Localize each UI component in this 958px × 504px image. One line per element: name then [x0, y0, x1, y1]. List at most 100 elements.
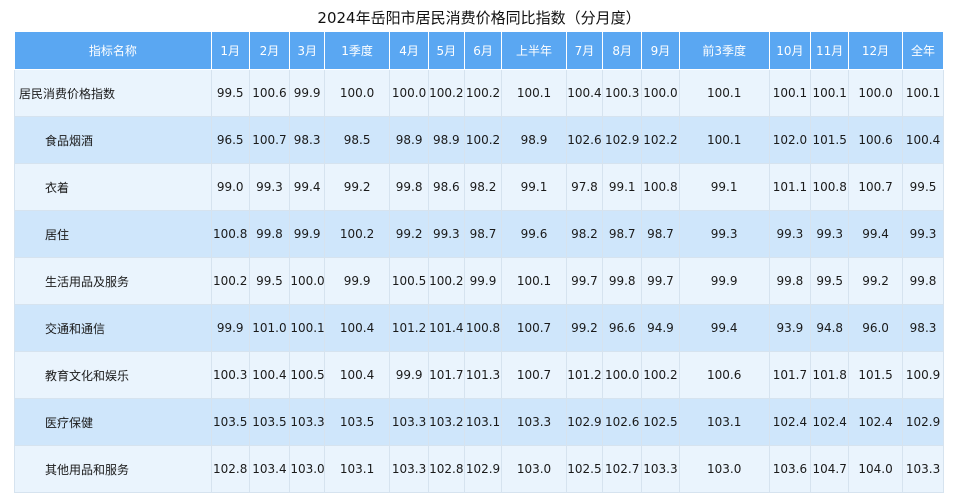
table-cell-value: 101.4	[427, 304, 465, 352]
table-cell-value: 102.5	[641, 398, 680, 446]
table-cell-value: 96.0	[848, 304, 904, 352]
table-cell-value: 99.9	[678, 257, 770, 305]
table-cell-value: 99.9	[463, 257, 503, 305]
table-cell-value: 102.6	[602, 398, 643, 446]
table-cell-value: 99.5	[248, 257, 291, 305]
table-cell-value: 100.1	[810, 69, 850, 117]
row-indicator-name: 其他用品和服务	[14, 445, 212, 493]
table-cell-value: 100.4	[323, 304, 391, 352]
table-cell-value: 102.0	[768, 116, 812, 164]
table-cell-value: 100.1	[289, 304, 325, 352]
cpi-table: 指标名称 1月 2月 3月 1季度 4月 5月 6月 上半年 7月 8月 9月 前3季度 10月 11月 12…	[14, 31, 944, 493]
table-cell-value: 102.8	[210, 445, 250, 493]
table-cell-value: 100.0	[602, 351, 643, 399]
table-cell-value: 98.7	[602, 210, 643, 258]
table-row: 其他用品和服务 102.8 103.4 103.0 103.1 103.3 102.8 102…	[14, 445, 944, 493]
table-cell-value: 99.2	[565, 304, 604, 352]
table-cell-value: 102.6	[565, 116, 604, 164]
table-cell-value: 100.1	[902, 69, 944, 117]
table-row: 衣着 99.0 99.3 99.4 99.2 99.8 98.6 98.2 99.1 97.8 99…	[14, 163, 944, 211]
table-row: 食品烟酒 96.5 100.7 98.3 98.5 98.9 98.9 100.2 98.9 10…	[14, 116, 944, 164]
table-cell-value: 102.4	[848, 398, 904, 446]
table-cell-value: 99.1	[678, 163, 770, 211]
table-body: 居民消费价格指数 99.5 100.6 99.9 100.0 100.0 100.2 100.…	[14, 69, 944, 493]
table-cell-value: 99.8	[768, 257, 812, 305]
table-cell-value: 98.5	[323, 116, 391, 164]
table-cell-value: 100.4	[902, 116, 944, 164]
table-cell-value: 99.5	[902, 163, 944, 211]
table-cell-value: 99.3	[678, 210, 770, 258]
table-cell-value: 102.4	[768, 398, 812, 446]
table-cell-value: 100.1	[678, 69, 770, 117]
table-cell-value: 103.5	[248, 398, 291, 446]
column-header: 8月	[602, 31, 643, 70]
table-cell-value: 99.6	[501, 210, 567, 258]
table-cell-value: 101.2	[565, 351, 604, 399]
table-cell-value: 99.9	[289, 210, 325, 258]
table-cell-value: 99.8	[389, 163, 429, 211]
table-cell-value: 100.7	[501, 351, 567, 399]
table-cell-value: 100.7	[501, 304, 567, 352]
table-cell-value: 99.4	[678, 304, 770, 352]
table-cell-value: 99.4	[848, 210, 904, 258]
table-cell-value: 100.0	[848, 69, 904, 117]
table-cell-value: 103.1	[323, 445, 391, 493]
table-cell-value: 100.0	[289, 257, 325, 305]
table-cell-value: 100.9	[902, 351, 944, 399]
table-cell-value: 103.2	[427, 398, 465, 446]
table-cell-value: 100.2	[641, 351, 680, 399]
table-cell-value: 100.5	[389, 257, 429, 305]
table-cell-value: 100.4	[248, 351, 291, 399]
table-cell-value: 100.8	[641, 163, 680, 211]
table-cell-value: 103.3	[641, 445, 680, 493]
table-cell-value: 99.9	[323, 257, 391, 305]
table-cell-value: 101.7	[768, 351, 812, 399]
table-cell-value: 99.2	[323, 163, 391, 211]
table-cell-value: 99.3	[902, 210, 944, 258]
table-cell-value: 103.1	[678, 398, 770, 446]
row-indicator-name: 生活用品及服务	[14, 257, 212, 305]
table-cell-value: 100.4	[565, 69, 604, 117]
table-cell-value: 100.3	[210, 351, 250, 399]
table-cell-value: 99.2	[389, 210, 429, 258]
table-cell-value: 103.3	[902, 445, 944, 493]
table-row: 医疗保健 103.5 103.5 103.3 103.5 103.3 103.2 103.1 1…	[14, 398, 944, 446]
column-header: 3月	[289, 31, 325, 70]
table-cell-value: 100.7	[848, 163, 904, 211]
row-indicator-name: 交通和通信	[14, 304, 212, 352]
table-title: 2024年岳阳市居民消费价格同比指数（分月度）	[317, 9, 641, 27]
table-cell-value: 99.9	[389, 351, 429, 399]
column-header: 1月	[210, 31, 250, 70]
table-cell-value: 103.6	[768, 445, 812, 493]
table-cell-value: 100.7	[248, 116, 291, 164]
table-cell-value: 99.8	[248, 210, 291, 258]
column-header: 5月	[427, 31, 465, 70]
row-indicator-name: 食品烟酒	[14, 116, 212, 164]
table-cell-value: 99.3	[248, 163, 291, 211]
table-row: 教育文化和娱乐 100.3 100.4 100.5 100.4 99.9 101.7 101.…	[14, 351, 944, 399]
header-row: 指标名称 1月 2月 3月 1季度 4月 5月 6月 上半年 7月 8月 9月 前3季度 10月 11月 12…	[14, 31, 944, 70]
table-cell-value: 98.3	[289, 116, 325, 164]
table-cell-value: 102.9	[565, 398, 604, 446]
table-cell-value: 99.5	[210, 69, 250, 117]
table-cell-value: 101.5	[848, 351, 904, 399]
table-cell-value: 102.7	[602, 445, 643, 493]
column-header-indicator-name: 指标名称	[14, 31, 212, 70]
table-cell-value: 104.7	[810, 445, 850, 493]
column-header: 上半年	[501, 31, 567, 70]
table-cell-value: 99.2	[848, 257, 904, 305]
table-row: 居住 100.8 99.8 99.9 100.2 99.2 99.3 98.7 99.6 98.2…	[14, 210, 944, 258]
table-cell-value: 94.9	[641, 304, 680, 352]
column-header: 10月	[768, 31, 812, 70]
table-cell-value: 102.2	[641, 116, 680, 164]
row-indicator-name: 医疗保健	[14, 398, 212, 446]
column-header: 7月	[565, 31, 604, 70]
row-indicator-name: 教育文化和娱乐	[14, 351, 212, 399]
table-cell-value: 99.0	[210, 163, 250, 211]
table-cell-value: 99.8	[602, 257, 643, 305]
table-cell-value: 100.8	[810, 163, 850, 211]
column-header: 前3季度	[678, 31, 770, 70]
table-cell-value: 100.0	[323, 69, 391, 117]
column-header: 6月	[463, 31, 503, 70]
table-cell-value: 101.8	[810, 351, 850, 399]
